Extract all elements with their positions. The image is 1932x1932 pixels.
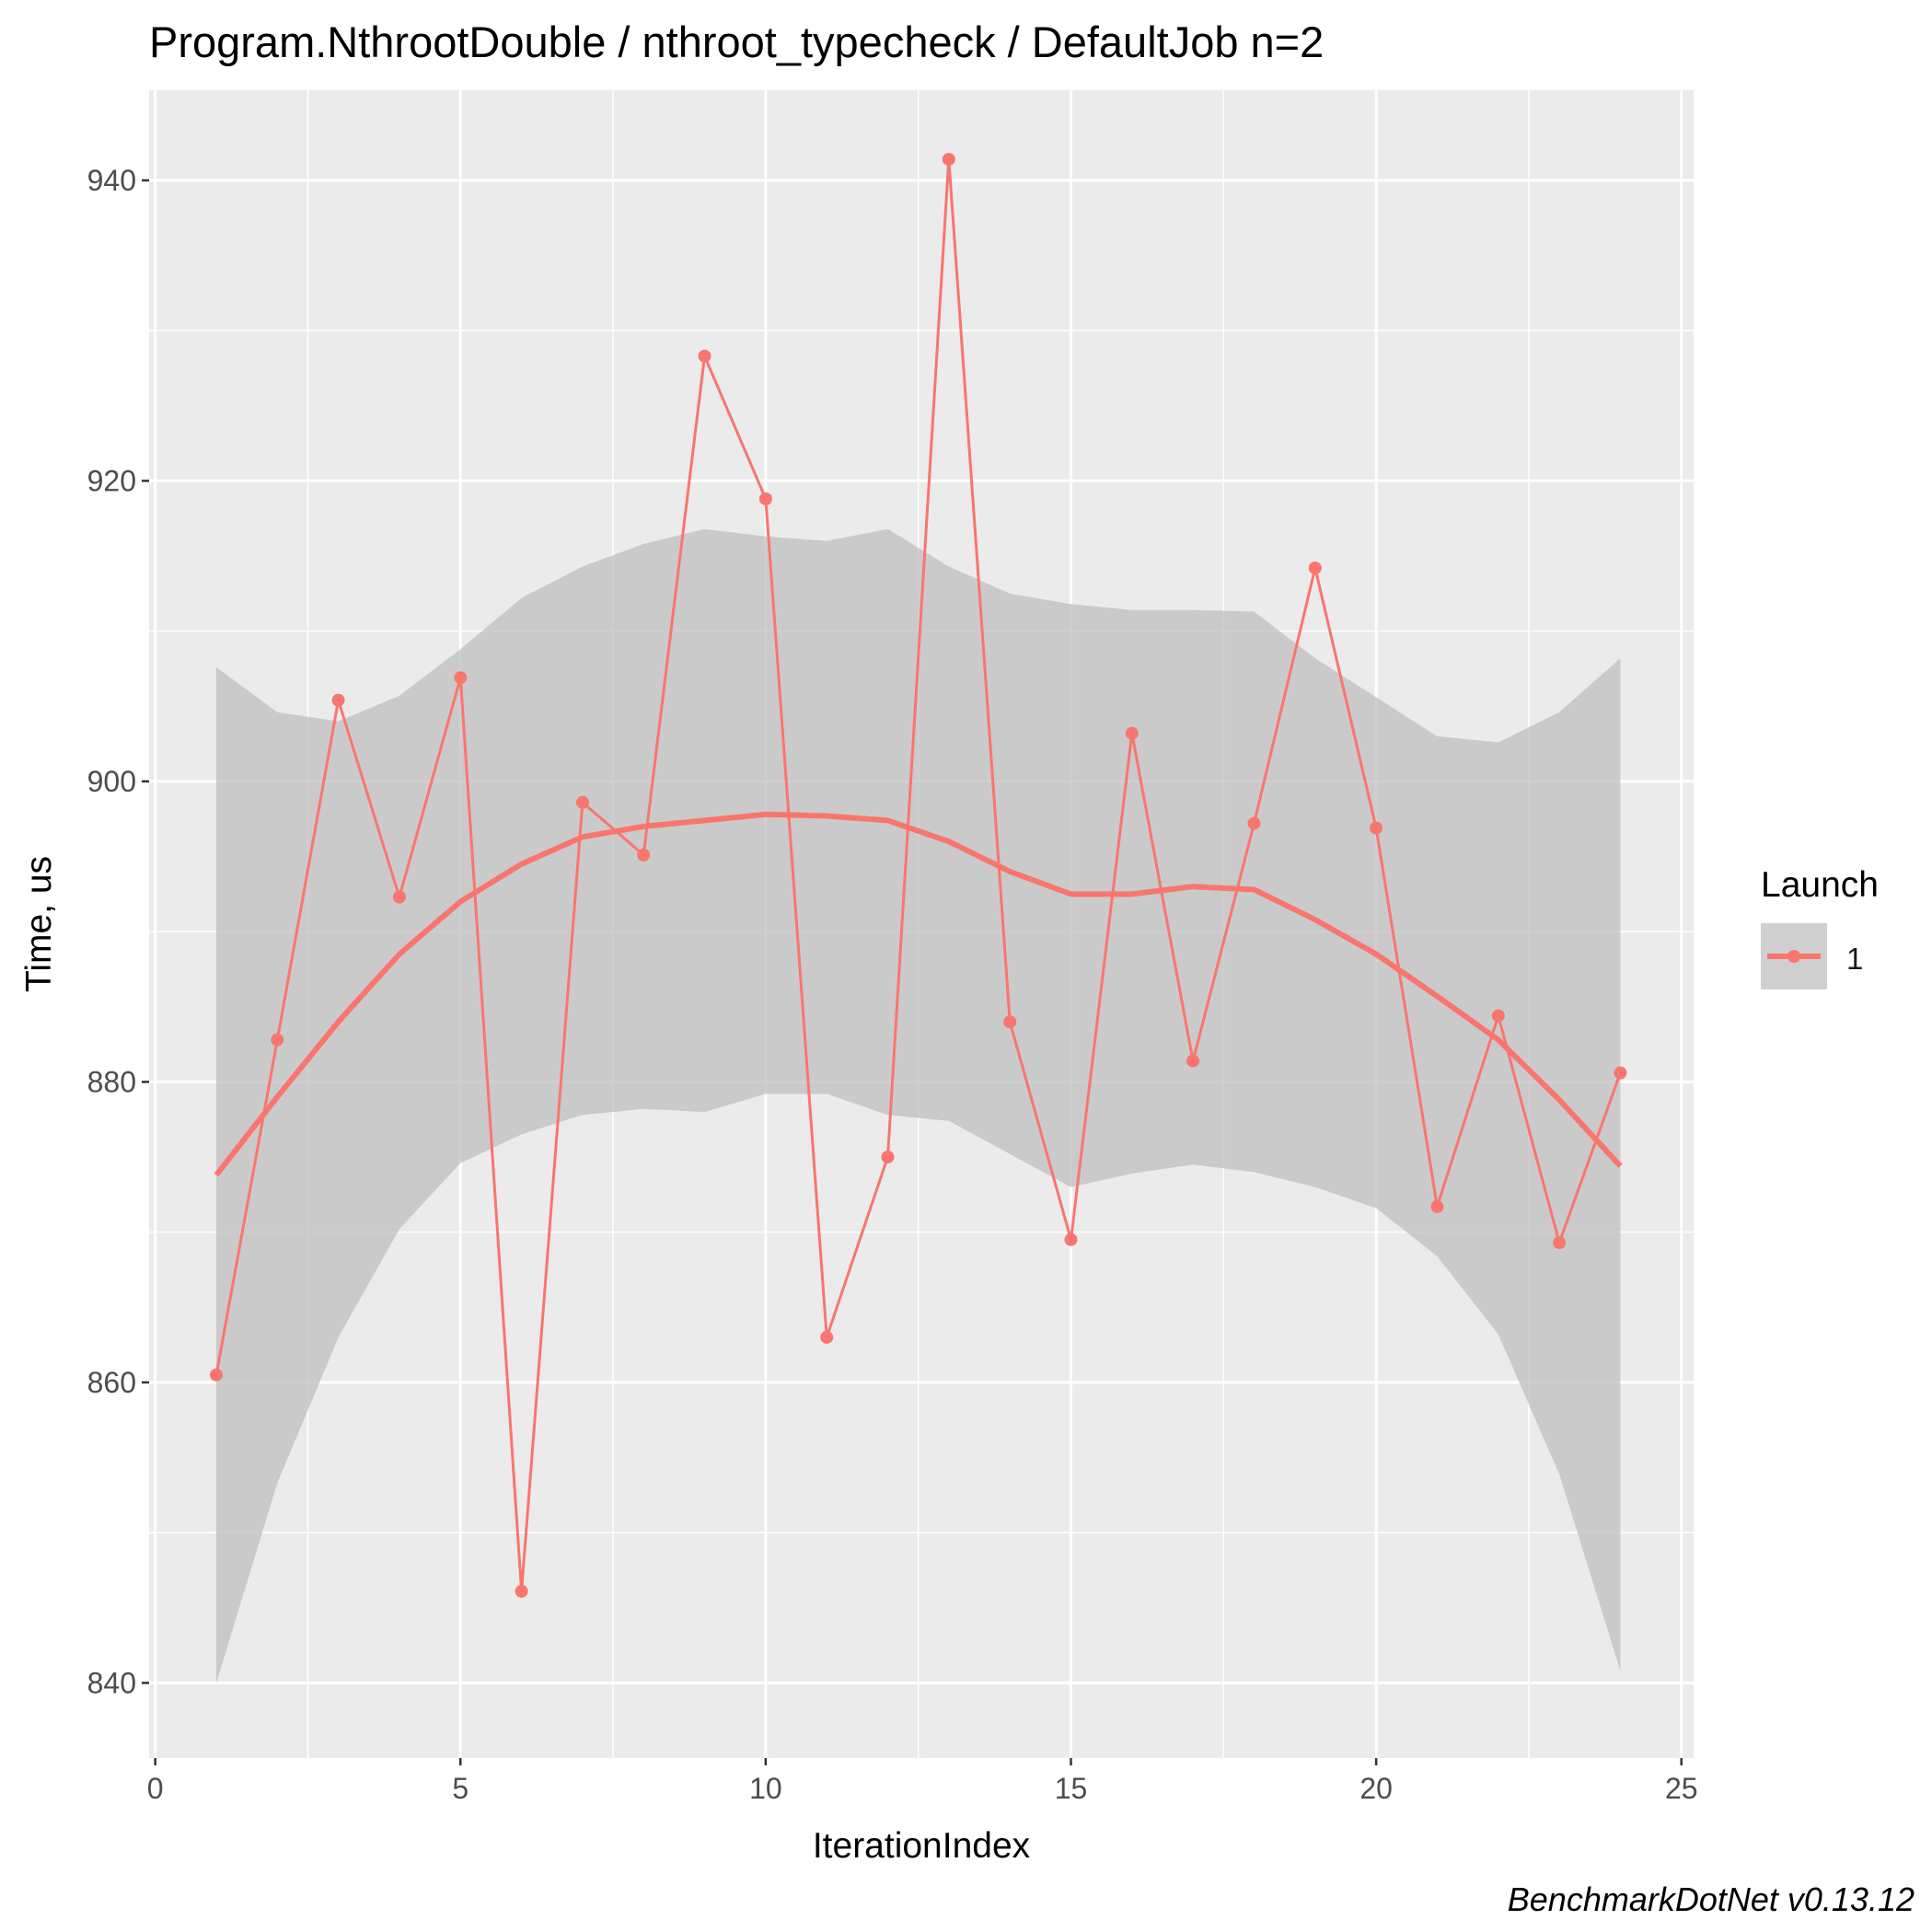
- data-point: [758, 492, 772, 505]
- data-point: [1247, 816, 1261, 830]
- data-point: [1125, 726, 1139, 740]
- x-tick-label: 25: [1665, 1772, 1698, 1805]
- data-point: [820, 1330, 834, 1344]
- x-tick-label: 5: [452, 1772, 469, 1805]
- y-tick-label: 860: [87, 1366, 136, 1399]
- y-tick-label: 940: [87, 164, 136, 197]
- legend-entry-label: 1: [1846, 942, 1863, 976]
- x-tick-label: 20: [1359, 1772, 1393, 1805]
- data-point: [1553, 1236, 1567, 1250]
- legend-title: Launch: [1761, 865, 1879, 905]
- data-point: [881, 1151, 895, 1163]
- legend: Launch 1: [1761, 865, 1879, 989]
- data-point: [1491, 1009, 1505, 1023]
- data-point: [1370, 821, 1383, 835]
- data-point: [698, 349, 711, 363]
- y-axis-label: Time, us: [19, 856, 59, 992]
- smooth-line: [214, 811, 1623, 1177]
- legend-key-point: [1787, 950, 1800, 963]
- data-point: [392, 890, 406, 904]
- confidence-ribbon: [216, 528, 1621, 1683]
- y-axis: 840 860 880 900 920 940: [87, 164, 149, 1699]
- y-tick-label: 840: [87, 1666, 136, 1699]
- data-point: [271, 1033, 284, 1047]
- x-tick-label: 15: [1055, 1772, 1088, 1805]
- data-point: [1186, 1054, 1200, 1068]
- caption: BenchmarkDotNet v0.13.12: [1508, 1880, 1915, 1918]
- data-point: [942, 153, 955, 167]
- data-point: [1308, 561, 1322, 575]
- x-tick-label: 10: [749, 1772, 782, 1805]
- y-tick-label: 920: [87, 464, 136, 497]
- x-tick-label: 0: [147, 1772, 164, 1805]
- series-line: [214, 158, 1622, 1591]
- data-points: [210, 153, 1627, 1598]
- y-tick-label: 880: [87, 1065, 136, 1098]
- data-point: [1064, 1232, 1078, 1246]
- data-point: [1614, 1066, 1627, 1080]
- data-point: [1430, 1199, 1444, 1213]
- data-point: [575, 795, 589, 809]
- data-point: [637, 848, 651, 862]
- y-tick-label: 900: [87, 765, 136, 798]
- chart-title: Program.NthrootDouble / nthroot_typechec…: [149, 17, 1324, 66]
- x-axis: 0 5 10 15 20 25: [147, 1758, 1698, 1805]
- data-point: [210, 1368, 223, 1382]
- data-point: [515, 1584, 528, 1598]
- x-axis-label: IterationIndex: [813, 1826, 1031, 1866]
- data-point: [454, 671, 468, 685]
- data-point: [331, 693, 345, 707]
- data-point: [1003, 1015, 1017, 1029]
